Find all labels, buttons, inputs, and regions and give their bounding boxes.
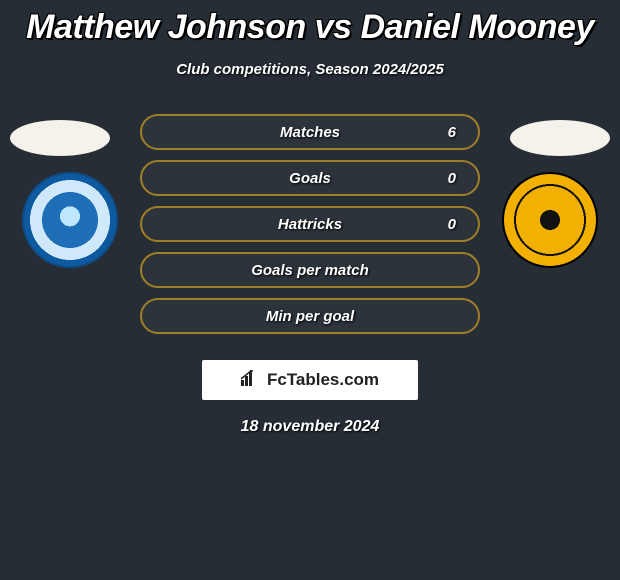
stat-row: Goals per match: [140, 252, 480, 288]
stat-right-value: 0: [448, 216, 456, 233]
right-name-oval: [510, 120, 610, 156]
stat-row: Min per goal: [140, 298, 480, 334]
page-title: Matthew Johnson vs Daniel Mooney: [0, 0, 620, 47]
bars-icon: [241, 370, 261, 391]
right-club-crest-icon: [502, 172, 598, 268]
site-logo[interactable]: FcTables.com: [202, 360, 418, 400]
stat-row: Hattricks 0: [140, 206, 480, 242]
stat-label: Min per goal: [266, 308, 354, 325]
comparison-layout: Matches 6 Goals 0 Hattricks 0 Goals per …: [0, 106, 620, 346]
stat-label: Matches: [280, 124, 340, 141]
stat-right-value: 6: [448, 124, 456, 141]
stats-list: Matches 6 Goals 0 Hattricks 0 Goals per …: [140, 114, 480, 334]
stat-right-value: 0: [448, 170, 456, 187]
stat-label: Hattricks: [278, 216, 342, 233]
subtitle: Club competitions, Season 2024/2025: [0, 61, 620, 78]
left-club-crest-icon: [22, 172, 118, 268]
date-text: 18 november 2024: [0, 418, 620, 436]
stat-row: Goals 0: [140, 160, 480, 196]
stat-label: Goals per match: [251, 262, 369, 279]
logo-text: FcTables.com: [267, 370, 379, 390]
left-name-oval: [10, 120, 110, 156]
stat-row: Matches 6: [140, 114, 480, 150]
stat-label: Goals: [289, 170, 331, 187]
